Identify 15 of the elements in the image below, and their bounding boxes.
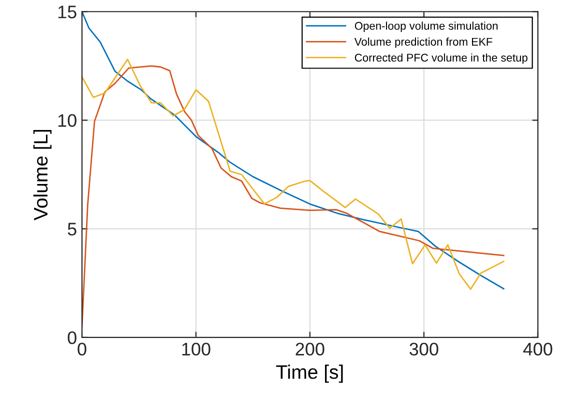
x-tick-label: 100 <box>182 342 210 356</box>
x-tick-label: 300 <box>410 342 438 356</box>
y-tick-label: 0 <box>68 331 76 344</box>
x-tick-label: 0 <box>78 342 86 356</box>
x-tick-label: 200 <box>296 342 324 356</box>
y-tick-label: 5 <box>68 222 76 236</box>
legend-label: Volume prediction from EKF <box>354 38 492 48</box>
legend-label: Open-loop volume simulation <box>354 22 498 32</box>
x-tick-label: 400 <box>523 342 552 356</box>
y-tick-label: 10 <box>58 114 76 127</box>
line-series <box>82 65 504 328</box>
x-axis-title: Time [s] <box>276 364 343 383</box>
y-tick-label: 15 <box>58 6 76 18</box>
y-axis-title: Volume [L] <box>33 130 52 220</box>
legend-label: Corrected PFC volume in the setup <box>354 53 528 64</box>
